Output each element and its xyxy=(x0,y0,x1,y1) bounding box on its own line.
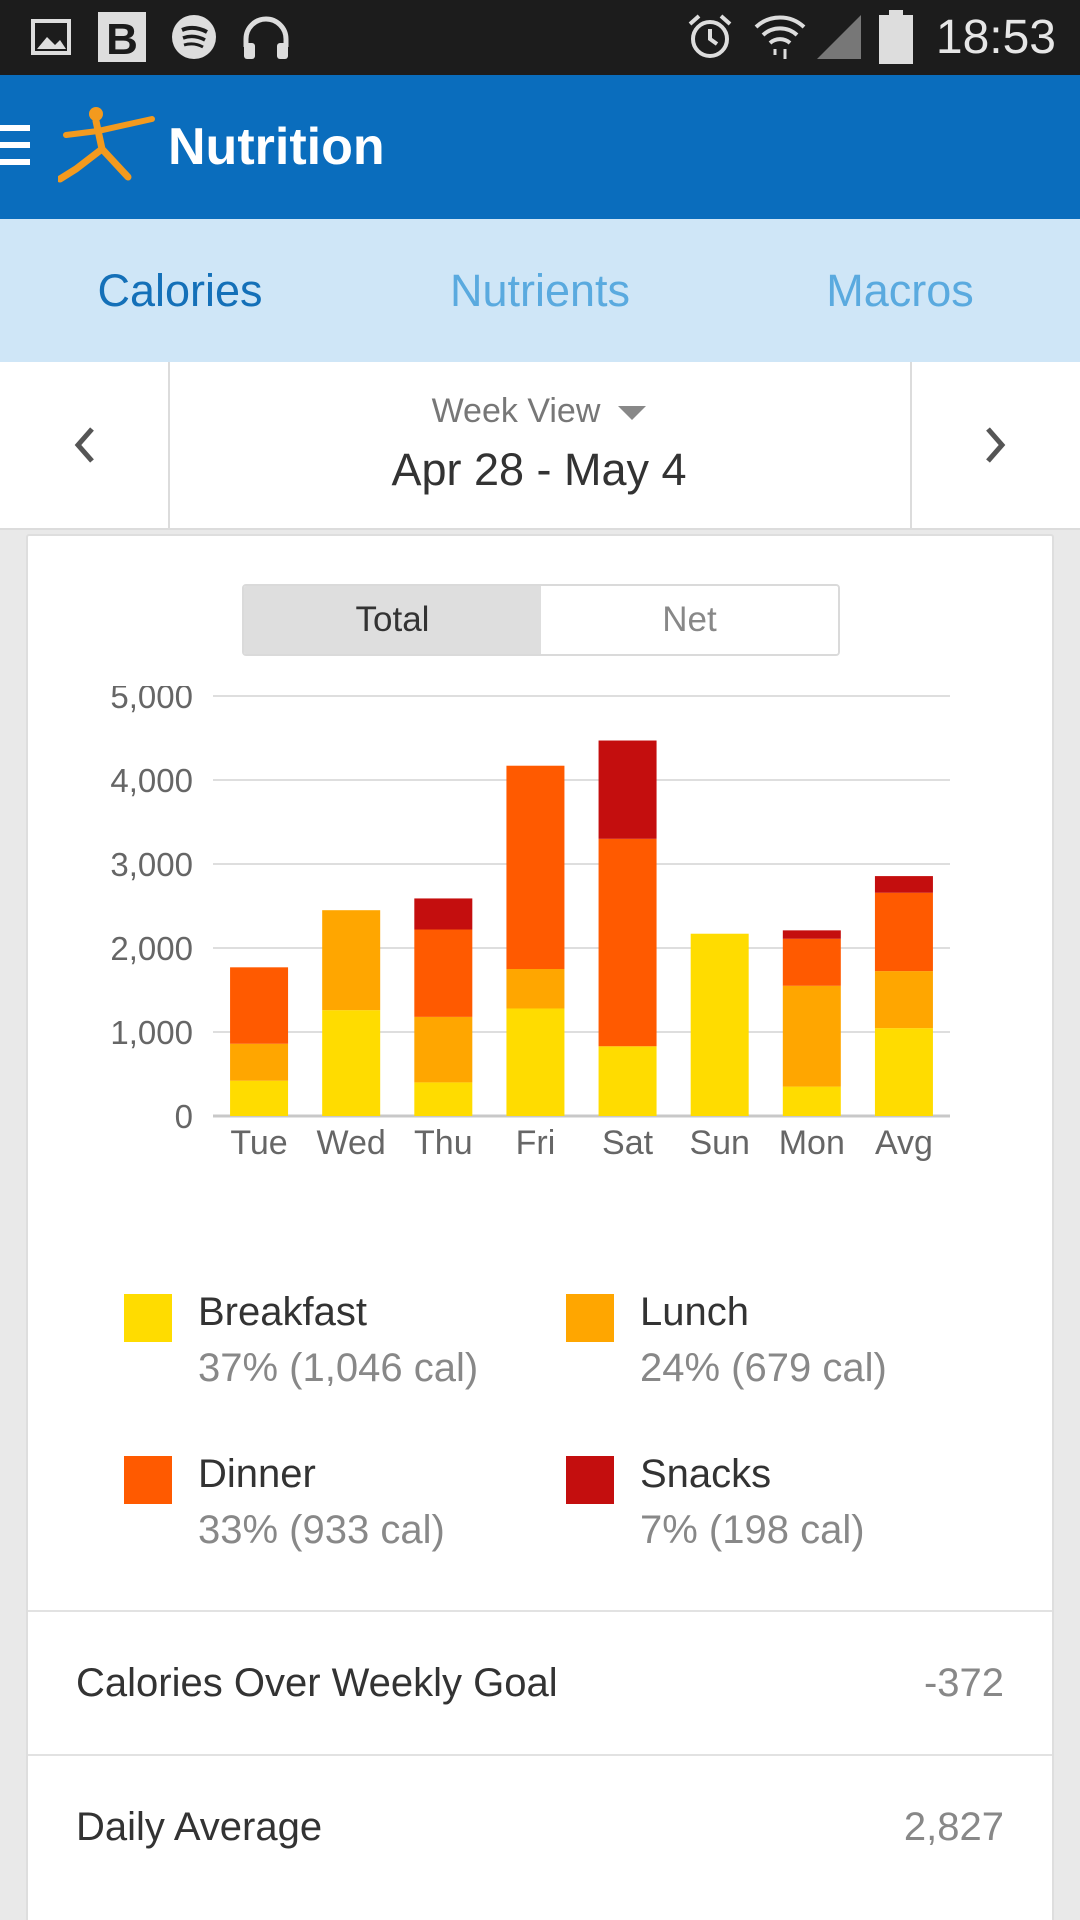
bar-segment-lunch xyxy=(874,971,933,1029)
x-tick-label: Thu xyxy=(414,1124,473,1162)
bar-segment-lunch xyxy=(414,1016,473,1083)
divider xyxy=(168,362,170,528)
y-tick-label: 1,000 xyxy=(110,1014,193,1051)
x-tick-label: Sun xyxy=(689,1124,750,1162)
svg-text:B: B xyxy=(106,15,138,62)
bar-segment-snacks xyxy=(414,898,473,930)
spotify-icon xyxy=(168,10,220,64)
bar-segment-snacks xyxy=(874,876,933,893)
legend-detail: 37% (1,046 cal) xyxy=(198,1346,479,1390)
legend-swatch xyxy=(566,1294,614,1342)
bar-segment-breakfast xyxy=(506,1008,565,1116)
x-tick-label: Tue xyxy=(230,1124,287,1162)
summary-label: Calories Over Weekly Goal xyxy=(76,1661,558,1705)
bar-segment-lunch xyxy=(322,910,381,1011)
bar-segment-breakfast xyxy=(230,1080,289,1116)
tab-nutrients[interactable]: Nutrients xyxy=(449,265,631,316)
y-tick-label: 4,000 xyxy=(110,762,193,799)
bar-segment-snacks xyxy=(598,740,657,839)
legend-name: Breakfast xyxy=(198,1290,367,1334)
summary-value: -372 xyxy=(923,1661,1004,1705)
app-bar: Nutrition xyxy=(0,75,1080,219)
legend-name: Dinner xyxy=(198,1452,316,1496)
bar-segment-snacks xyxy=(782,930,841,939)
app-logo xyxy=(56,105,156,190)
net-toggle-button[interactable]: Net xyxy=(541,586,838,654)
legend-swatch xyxy=(124,1294,172,1342)
gallery-icon xyxy=(28,10,74,64)
bar-segment-breakfast xyxy=(874,1028,933,1116)
week-navigator: Week View Apr 28 - May 4 xyxy=(0,362,1080,530)
bar-segment-dinner xyxy=(598,838,657,1047)
next-week-button[interactable] xyxy=(912,362,1080,528)
headphones-icon xyxy=(238,10,294,64)
tab-bar: Calories Nutrients Macros xyxy=(0,219,1080,362)
date-range: Apr 28 - May 4 xyxy=(391,444,687,495)
total-toggle-button[interactable]: Total xyxy=(244,586,541,654)
x-tick-label: Wed xyxy=(317,1124,386,1162)
bar-segment-dinner xyxy=(506,765,565,969)
bar-segment-dinner xyxy=(874,892,933,972)
legend-name: Snacks xyxy=(640,1452,772,1496)
bar-segment-breakfast xyxy=(690,933,749,1116)
summary-row-over-goal[interactable]: Calories Over Weekly Goal -372 xyxy=(28,1610,1052,1754)
wifi-icon xyxy=(752,10,808,64)
x-tick-label: Avg xyxy=(875,1124,933,1162)
legend-name: Lunch xyxy=(640,1290,749,1334)
calories-card: Total Net 0 1,000 2,000 3,000 4,000 5,000 Tue W… xyxy=(26,534,1054,1920)
chevron-right-icon xyxy=(986,427,1006,463)
legend-swatch xyxy=(124,1456,172,1504)
y-tick-label: 3,000 xyxy=(110,846,193,883)
tab-macros[interactable]: Macros xyxy=(826,265,974,316)
bar-segment-lunch xyxy=(230,1043,289,1081)
page-title: Nutrition xyxy=(168,118,385,176)
bar-segment-lunch xyxy=(782,985,841,1087)
bar-segment-dinner xyxy=(414,929,473,1017)
x-tick-label: Mon xyxy=(779,1124,845,1162)
bar-segment-breakfast xyxy=(322,1010,381,1116)
total-net-toggle: Total Net xyxy=(242,584,840,656)
divider xyxy=(910,362,912,528)
bar-segment-breakfast xyxy=(414,1082,473,1116)
x-tick-label: Sat xyxy=(602,1124,654,1162)
caret-down-icon xyxy=(618,406,647,421)
bar-segment-breakfast xyxy=(782,1086,841,1116)
week-view-dropdown[interactable]: Week View xyxy=(168,392,910,431)
week-view-label: Week View xyxy=(431,392,601,430)
chevron-left-icon xyxy=(74,427,94,463)
legend-detail: 33% (933 cal) xyxy=(198,1508,445,1552)
clock: 18:53 xyxy=(935,11,1056,64)
y-tick-label: 5,000 xyxy=(110,686,193,715)
summary-label: Daily Average xyxy=(76,1805,323,1849)
summary-row-daily-average[interactable]: Daily Average 2,827 xyxy=(28,1754,1052,1898)
tab-calories[interactable]: Calories xyxy=(97,265,263,316)
legend-detail: 7% (198 cal) xyxy=(640,1508,865,1552)
status-bar: B 18:53 xyxy=(0,0,1080,75)
bar-segment-breakfast xyxy=(598,1046,657,1116)
x-tick-label: Fri xyxy=(516,1124,556,1162)
alarm-icon xyxy=(684,10,736,64)
bar-segment-dinner xyxy=(230,967,289,1044)
bar-segment-dinner xyxy=(782,938,841,986)
b-app-icon: B xyxy=(96,10,148,64)
hamburger-icon[interactable] xyxy=(0,125,30,169)
bar-segment-lunch xyxy=(506,969,565,1009)
calories-bar-chart: 0 1,000 2,000 3,000 4,000 5,000 Tue Wed Thu Fri Sa… xyxy=(110,686,950,1162)
signal-icon xyxy=(814,10,864,64)
battery-icon xyxy=(874,10,918,64)
summary-value: 2,827 xyxy=(903,1805,1004,1849)
y-tick-label: 2,000 xyxy=(110,930,193,967)
previous-week-button[interactable] xyxy=(0,362,168,528)
y-tick-label: 0 xyxy=(175,1098,193,1135)
legend-swatch xyxy=(566,1456,614,1504)
legend-detail: 24% (679 cal) xyxy=(640,1346,887,1390)
